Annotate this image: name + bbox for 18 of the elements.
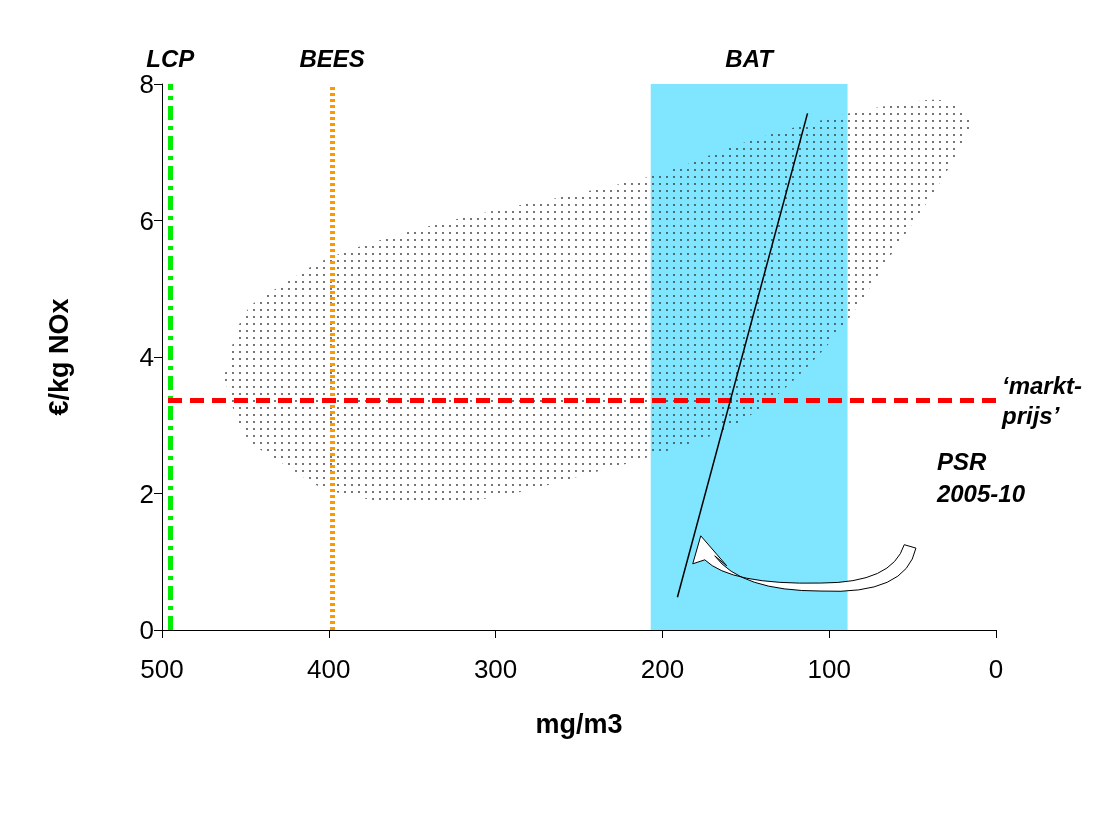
- x-tick-label: 100: [807, 654, 851, 684]
- annotation: PSR 2005-10: [935, 447, 1026, 507]
- y-tick-label: 2: [139, 478, 154, 509]
- x-tick-label: 300: [473, 654, 518, 684]
- ref-line-label: BEES: [299, 44, 365, 72]
- x-tick-label: 500: [140, 654, 184, 684]
- y-tick-label: 6: [139, 205, 154, 236]
- ref-line-label: ‘markt- prijs’: [1001, 372, 1083, 430]
- x-tick-label: 200: [640, 654, 685, 684]
- x-tick-label: 0: [988, 654, 1004, 684]
- y-tick-label: 4: [139, 342, 154, 372]
- band-label: BAT: [725, 44, 776, 72]
- x-axis-title: mg/m3: [535, 708, 623, 739]
- y-axis-title: €/kg NOx: [43, 298, 74, 416]
- x-tick-label: 400: [307, 654, 351, 684]
- ref-line-label: LCP: [146, 44, 196, 72]
- y-tick-label: 8: [139, 69, 154, 99]
- y-tick-label: 0: [139, 615, 154, 645]
